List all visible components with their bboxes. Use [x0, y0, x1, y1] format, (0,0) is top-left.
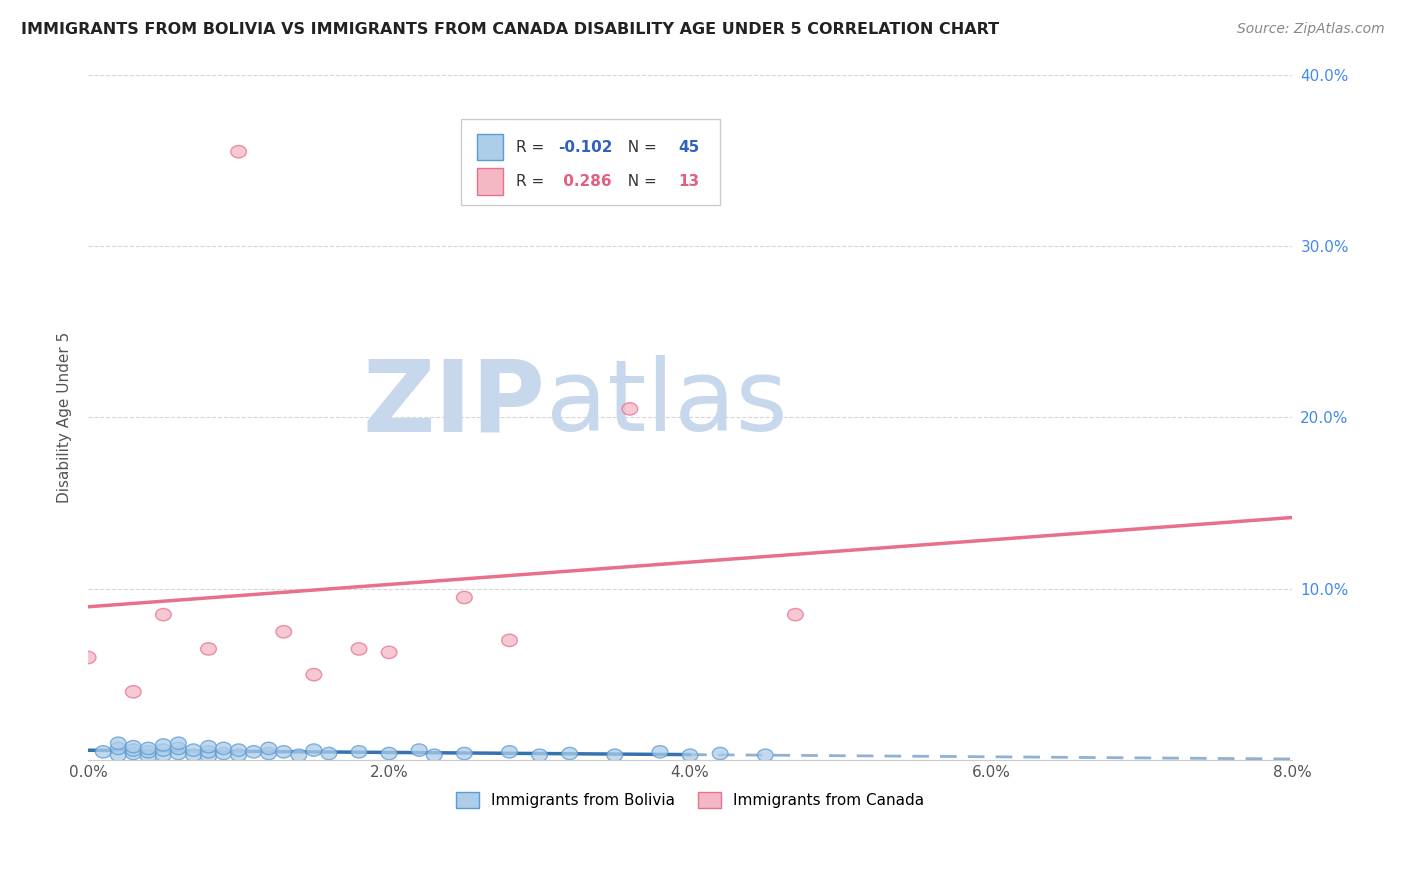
Ellipse shape	[321, 747, 337, 760]
Ellipse shape	[457, 747, 472, 760]
Text: ZIP: ZIP	[363, 355, 546, 452]
Ellipse shape	[170, 737, 186, 749]
Ellipse shape	[307, 668, 322, 681]
Ellipse shape	[262, 742, 277, 755]
Ellipse shape	[125, 740, 141, 753]
Text: atlas: atlas	[546, 355, 787, 452]
Ellipse shape	[758, 749, 773, 762]
Ellipse shape	[787, 608, 803, 621]
Ellipse shape	[156, 744, 172, 756]
Ellipse shape	[125, 747, 141, 760]
Ellipse shape	[201, 740, 217, 753]
Ellipse shape	[621, 402, 638, 415]
Ellipse shape	[262, 747, 277, 760]
Ellipse shape	[231, 744, 246, 756]
Text: -0.102: -0.102	[558, 140, 612, 154]
Legend: Immigrants from Bolivia, Immigrants from Canada: Immigrants from Bolivia, Immigrants from…	[450, 786, 931, 814]
Text: R =: R =	[516, 140, 548, 154]
Text: Source: ZipAtlas.com: Source: ZipAtlas.com	[1237, 22, 1385, 37]
Ellipse shape	[291, 749, 307, 762]
Ellipse shape	[682, 749, 697, 762]
Ellipse shape	[156, 608, 172, 621]
Ellipse shape	[96, 746, 111, 758]
Ellipse shape	[607, 749, 623, 762]
Ellipse shape	[231, 145, 246, 158]
Y-axis label: Disability Age Under 5: Disability Age Under 5	[58, 332, 72, 503]
Ellipse shape	[412, 744, 427, 756]
Ellipse shape	[426, 749, 441, 762]
Ellipse shape	[307, 744, 322, 756]
Text: IMMIGRANTS FROM BOLIVIA VS IMMIGRANTS FROM CANADA DISABILITY AGE UNDER 5 CORRELA: IMMIGRANTS FROM BOLIVIA VS IMMIGRANTS FR…	[21, 22, 1000, 37]
FancyBboxPatch shape	[477, 169, 503, 194]
Text: R =: R =	[516, 174, 548, 189]
Ellipse shape	[502, 746, 517, 758]
Ellipse shape	[156, 739, 172, 751]
Text: N =: N =	[617, 174, 661, 189]
Ellipse shape	[125, 744, 141, 756]
Ellipse shape	[201, 751, 217, 764]
Ellipse shape	[215, 747, 232, 760]
Ellipse shape	[652, 746, 668, 758]
Ellipse shape	[201, 746, 217, 758]
Ellipse shape	[201, 643, 217, 655]
Ellipse shape	[170, 747, 186, 760]
Ellipse shape	[352, 746, 367, 758]
Ellipse shape	[381, 747, 396, 760]
Ellipse shape	[381, 646, 396, 658]
Ellipse shape	[141, 742, 156, 755]
Ellipse shape	[215, 742, 232, 755]
FancyBboxPatch shape	[461, 120, 720, 205]
Ellipse shape	[231, 749, 246, 762]
Ellipse shape	[457, 591, 472, 604]
Ellipse shape	[276, 625, 291, 638]
Ellipse shape	[125, 686, 141, 698]
Ellipse shape	[111, 749, 127, 762]
Ellipse shape	[186, 749, 201, 762]
Ellipse shape	[562, 747, 578, 760]
FancyBboxPatch shape	[477, 134, 503, 161]
Ellipse shape	[246, 746, 262, 758]
Ellipse shape	[111, 742, 127, 755]
Text: N =: N =	[617, 140, 661, 154]
Ellipse shape	[713, 747, 728, 760]
Ellipse shape	[141, 746, 156, 758]
Text: 13: 13	[678, 174, 699, 189]
Ellipse shape	[276, 746, 291, 758]
Text: 45: 45	[678, 140, 699, 154]
Ellipse shape	[111, 737, 127, 749]
Text: 0.286: 0.286	[558, 174, 612, 189]
Ellipse shape	[186, 744, 201, 756]
Ellipse shape	[141, 751, 156, 764]
Ellipse shape	[531, 749, 547, 762]
Ellipse shape	[170, 742, 186, 755]
Ellipse shape	[502, 634, 517, 647]
Ellipse shape	[352, 643, 367, 655]
Ellipse shape	[156, 749, 172, 762]
Ellipse shape	[80, 651, 96, 664]
